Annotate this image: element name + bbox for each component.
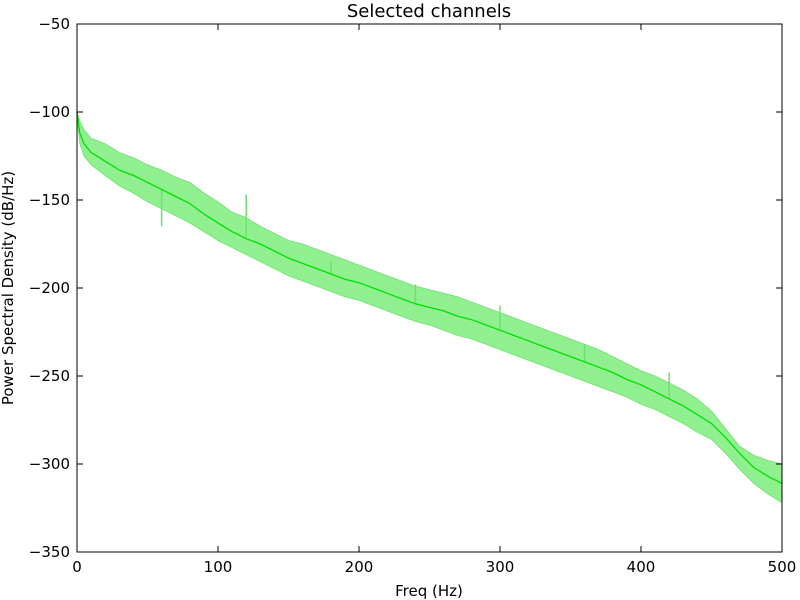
chart-title: Selected channels xyxy=(347,1,511,22)
y-tick-label: −200 xyxy=(29,279,70,297)
x-tick-label: 300 xyxy=(486,558,515,576)
y-tick-label: −100 xyxy=(29,103,70,121)
x-tick-label: 100 xyxy=(204,558,233,576)
mean-psd-line xyxy=(76,111,783,484)
y-tick-label: −50 xyxy=(38,15,70,33)
x-tick-label: 0 xyxy=(72,558,82,576)
y-tick-label: −350 xyxy=(29,543,70,561)
x-axis: 0 100 200 300 400 500 xyxy=(72,24,796,576)
x-tick-label: 200 xyxy=(345,558,374,576)
y-tick-label: −300 xyxy=(29,455,70,473)
plot-area xyxy=(76,111,783,504)
y-tick-label: −250 xyxy=(29,367,70,385)
plot-frame xyxy=(76,23,783,553)
y-axis: −50 −100 −150 −200 −250 −300 −350 xyxy=(29,15,782,561)
y-axis-label: Power Spectral Density (dB/Hz) xyxy=(0,171,17,405)
x-tick-label: 400 xyxy=(627,558,656,576)
x-tick-label: 500 xyxy=(768,558,797,576)
x-axis-label: Freq (Hz) xyxy=(395,582,463,600)
y-tick-label: −150 xyxy=(29,191,70,209)
